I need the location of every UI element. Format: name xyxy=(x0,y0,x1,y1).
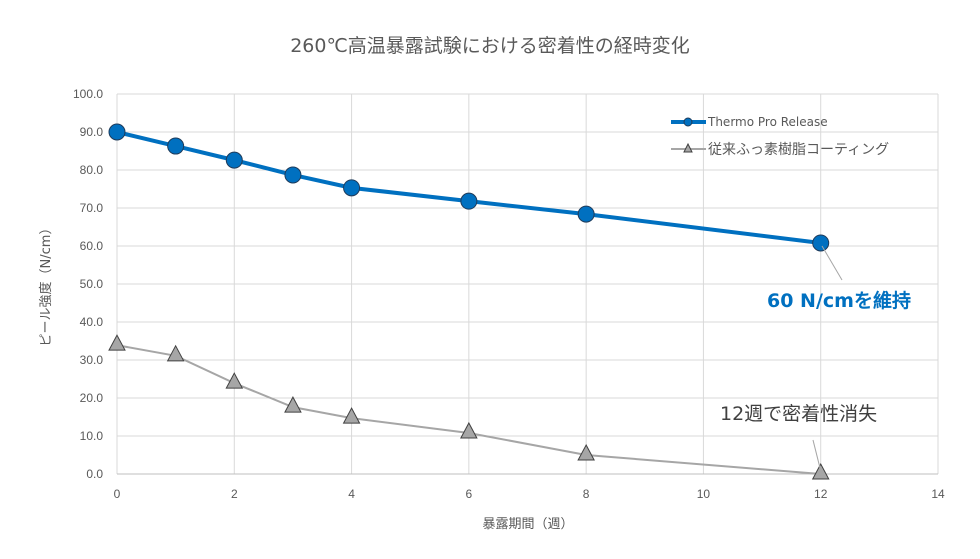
legend-marker-triangle xyxy=(683,142,693,153)
x-tick-label: 6 xyxy=(466,487,473,501)
series-line-1 xyxy=(116,130,821,245)
x-tick-label: 14 xyxy=(931,487,945,501)
annotation-60-maintained: 60 N/cmを維持 xyxy=(767,289,911,312)
annotation-adhesion-lost: 12週で密着性消失 xyxy=(720,403,877,425)
data-point-circle xyxy=(460,192,478,210)
y-axis-label: ピール強度（N/cm） xyxy=(38,222,54,347)
data-point-triangle xyxy=(811,462,830,480)
y-tick-label: 40.0 xyxy=(80,315,104,329)
annotation-leader-1 xyxy=(821,245,843,281)
data-point-triangle xyxy=(577,443,595,461)
x-tick-label: 4 xyxy=(348,487,355,501)
x-tick-label: 10 xyxy=(697,487,711,501)
data-point-triangle xyxy=(284,396,302,413)
data-point-triangle xyxy=(225,372,244,389)
legend-marker-circle xyxy=(683,117,693,127)
y-tick-label: 80.0 xyxy=(80,163,104,177)
x-tick-label: 8 xyxy=(583,487,590,501)
data-point-triangle xyxy=(342,407,361,424)
chart-title: 260℃高温暴露試験における密着性の経時変化 xyxy=(290,35,690,57)
y-tick-label: 50.0 xyxy=(80,277,104,291)
x-tick-label: 2 xyxy=(231,487,238,501)
x-tick-label: 12 xyxy=(814,487,828,501)
y-tick-label: 70.0 xyxy=(80,201,104,215)
data-point-circle xyxy=(225,151,243,169)
y-tick-label: 60.0 xyxy=(80,239,104,253)
x-tick-label: 0 xyxy=(114,487,121,501)
data-point-circle xyxy=(108,123,126,141)
y-tick-label: 0.0 xyxy=(86,467,103,481)
y-tick-label: 90.0 xyxy=(80,125,104,139)
data-point-triangle xyxy=(108,334,126,351)
data-point-circle xyxy=(812,234,830,252)
data-point-circle xyxy=(284,166,302,184)
legend-label-series-1: Thermo Pro Release xyxy=(707,115,828,129)
x-axis-label: 暴露期間（週） xyxy=(482,517,573,532)
y-tick-label: 10.0 xyxy=(80,429,104,443)
y-tick-label: 100.0 xyxy=(73,87,103,101)
data-point-circle xyxy=(343,179,361,197)
y-tick-label: 20.0 xyxy=(80,391,104,405)
legend-label-series-2: 従来ふっ素樹脂コーティング xyxy=(708,142,889,158)
y-tick-label: 30.0 xyxy=(80,353,104,367)
legend: Thermo Pro Release 従来ふっ素樹脂コーティング xyxy=(671,115,889,158)
data-point-circle xyxy=(167,137,185,155)
data-point-circle xyxy=(577,205,595,223)
data-point-triangle xyxy=(460,421,478,439)
series-line-2 xyxy=(116,344,821,475)
data-point-triangle xyxy=(166,344,185,362)
annotation-leader-2 xyxy=(812,439,821,469)
